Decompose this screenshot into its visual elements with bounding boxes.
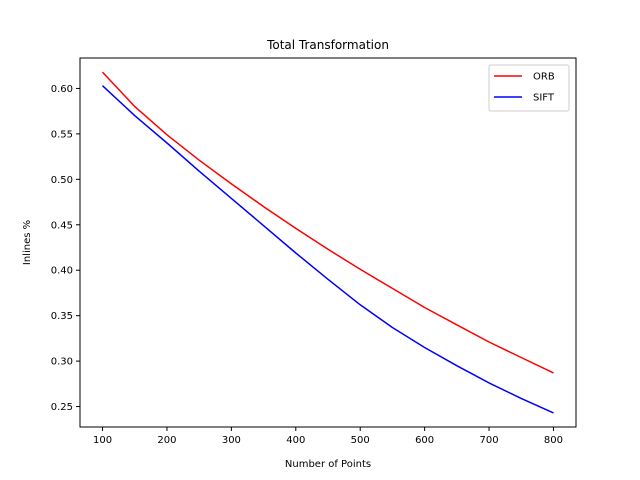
y-tick-label: 0.30 bbox=[51, 357, 73, 368]
y-tick-label: 0.25 bbox=[51, 402, 73, 413]
y-tick-label: 0.40 bbox=[51, 266, 73, 277]
legend: ORB SIFT bbox=[488, 64, 570, 112]
x-tick-label: 100 bbox=[93, 435, 112, 446]
chart-title: Total Transformation bbox=[266, 38, 389, 52]
y-tick-label: 0.35 bbox=[51, 311, 73, 322]
y-tick-label: 0.60 bbox=[51, 84, 73, 95]
y-tick-label: 0.55 bbox=[51, 129, 73, 140]
series-lines bbox=[101, 71, 554, 414]
x-axis: 100 200 300 400 500 600 700 800 bbox=[93, 427, 563, 446]
series-line-orb bbox=[101, 71, 554, 374]
legend-label-orb: ORB bbox=[533, 72, 555, 83]
x-tick-label: 200 bbox=[157, 435, 176, 446]
x-tick-label: 600 bbox=[415, 435, 434, 446]
x-tick-label: 700 bbox=[479, 435, 498, 446]
y-tick-label: 0.45 bbox=[51, 220, 73, 231]
x-axis-label: Number of Points bbox=[285, 459, 371, 470]
legend-label-sift: SIFT bbox=[533, 93, 555, 104]
x-tick-label: 400 bbox=[286, 435, 305, 446]
x-tick-label: 300 bbox=[222, 435, 241, 446]
plot-area bbox=[79, 57, 577, 428]
y-axis-label: Inlines % bbox=[22, 220, 33, 265]
x-tick-label: 800 bbox=[544, 435, 563, 446]
series-line-sift bbox=[101, 85, 554, 414]
x-tick-label: 500 bbox=[351, 435, 370, 446]
y-axis: 0.25 0.30 0.35 0.40 0.45 0.50 0.55 0.60 bbox=[51, 84, 80, 413]
legend-box bbox=[488, 64, 570, 112]
y-tick-label: 0.50 bbox=[51, 175, 73, 186]
